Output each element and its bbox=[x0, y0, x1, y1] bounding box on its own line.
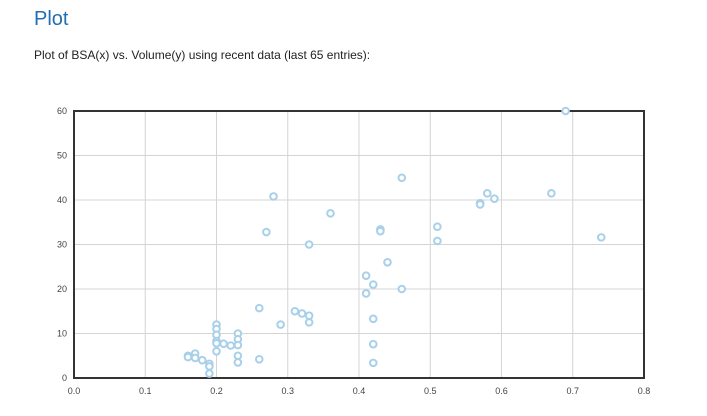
data-point bbox=[561, 106, 570, 116]
x-tick-label: 0.4 bbox=[353, 386, 366, 396]
y-tick-label: 30 bbox=[57, 240, 67, 250]
data-point bbox=[183, 352, 193, 362]
y-tick-label: 10 bbox=[57, 329, 67, 339]
data-point bbox=[304, 240, 314, 249]
y-tick-label: 40 bbox=[57, 195, 67, 205]
data-point bbox=[433, 222, 442, 231]
data-points bbox=[183, 106, 606, 378]
data-point bbox=[290, 306, 300, 316]
data-point bbox=[219, 339, 228, 349]
data-point bbox=[326, 209, 335, 218]
data-point bbox=[361, 271, 371, 280]
x-tick-label: 0.5 bbox=[424, 386, 437, 396]
y-tick-label: 60 bbox=[57, 106, 67, 116]
plot-description: Plot of BSA(x) vs. Volume(y) using recen… bbox=[34, 48, 371, 62]
data-point bbox=[368, 280, 378, 289]
data-point bbox=[482, 189, 492, 198]
data-point bbox=[433, 236, 442, 246]
data-point bbox=[276, 320, 285, 329]
data-point bbox=[304, 318, 314, 327]
data-point bbox=[397, 284, 407, 294]
x-tick-label: 0.2 bbox=[210, 386, 223, 396]
data-point bbox=[233, 358, 243, 367]
data-point bbox=[254, 303, 264, 313]
y-tick-label: 50 bbox=[57, 151, 67, 161]
data-point bbox=[368, 358, 378, 368]
data-point bbox=[297, 309, 307, 318]
data-point bbox=[361, 289, 371, 298]
data-point bbox=[233, 340, 243, 350]
data-point bbox=[226, 341, 236, 350]
x-tick-label: 0.7 bbox=[566, 386, 579, 396]
data-point bbox=[368, 339, 378, 349]
data-point bbox=[376, 226, 385, 236]
x-tick-label: 0.1 bbox=[139, 386, 152, 396]
data-point bbox=[383, 258, 392, 267]
x-tick-label: 0.6 bbox=[495, 386, 508, 396]
data-point bbox=[197, 355, 207, 365]
page-title: Plot bbox=[34, 8, 69, 30]
data-point bbox=[233, 351, 243, 361]
data-point bbox=[212, 347, 221, 356]
y-tick-label: 0 bbox=[62, 373, 67, 383]
data-point bbox=[269, 192, 278, 201]
data-point bbox=[475, 200, 485, 209]
data-point bbox=[190, 353, 200, 363]
data-point bbox=[304, 311, 314, 321]
data-point bbox=[205, 362, 214, 371]
data-point bbox=[490, 194, 499, 203]
data-point bbox=[212, 338, 221, 348]
x-tick-label: 0.3 bbox=[281, 386, 294, 396]
data-point bbox=[262, 227, 271, 237]
data-point bbox=[397, 173, 407, 183]
grid-lines bbox=[73, 110, 645, 379]
axis-ticks: 0.0 0.1 0.2 0.3 0.4 0.5 0.6 0.7 0.8 0 10 20 30 40 50 60 bbox=[57, 106, 650, 396]
y-tick-label: 20 bbox=[57, 284, 67, 294]
x-tick-label: 0.0 bbox=[68, 386, 81, 396]
data-point bbox=[596, 233, 606, 242]
data-point bbox=[368, 314, 378, 324]
data-point bbox=[254, 355, 264, 364]
data-point bbox=[205, 369, 214, 378]
data-point bbox=[547, 189, 556, 198]
plot-frame bbox=[73, 110, 645, 379]
x-tick-label: 0.8 bbox=[638, 386, 651, 396]
